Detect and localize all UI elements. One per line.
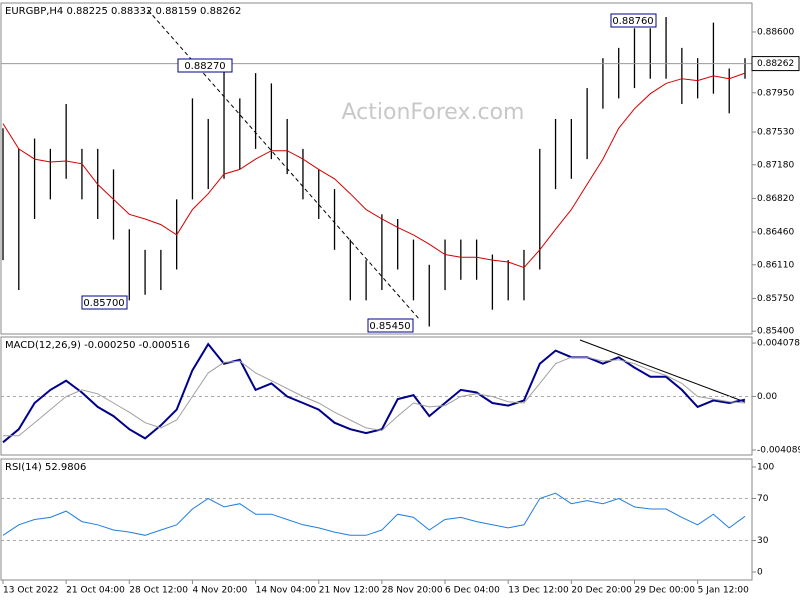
x-tick-label: 21 Oct 04:00 (66, 586, 125, 596)
rsi-title: RSI(14) 52.9806 (5, 462, 86, 473)
y-tick-label: 0.88600 (757, 27, 794, 37)
y-tick-label: 0.87950 (757, 88, 794, 98)
trend-line (147, 9, 421, 321)
y-tick-label: 0 (757, 568, 763, 578)
x-tick-label: 21 Nov 12:00 (319, 586, 380, 596)
x-tick-label: 13 Oct 2022 (3, 586, 59, 596)
y-tick-label: 0.00 (757, 392, 777, 402)
line (3, 356, 746, 437)
line (2, 492, 746, 536)
x-tick-label: 13 Dec 12:00 (508, 586, 569, 596)
x-tick-label: 4 Nov 20:00 (192, 586, 247, 596)
y-tick-label: 0.87530 (757, 128, 794, 138)
y-tick-label: 0.85400 (757, 327, 794, 337)
y-tick-label: 0.86460 (757, 228, 794, 238)
annotation-box (81, 295, 128, 310)
x-tick-label: 29 Dec 00:00 (634, 586, 695, 596)
line (2, 342, 746, 444)
annotation-box (177, 58, 233, 73)
y-tick-label: 0.87180 (757, 160, 794, 170)
y-tick-label: -0.004089 (757, 446, 800, 456)
x-tick-label: 28 Oct 12:00 (129, 586, 188, 596)
y-tick-label: 0.004078 (757, 339, 800, 349)
y-tick-label: 0.86110 (757, 260, 794, 270)
y-tick-label: 0.86820 (757, 194, 794, 204)
macd-trend-line (579, 339, 746, 403)
annotation-box (610, 13, 657, 28)
annotation: 0.85700 (83, 298, 124, 309)
price-title: EURGBP,H4 0.88225 0.88332 0.88159 0.8826… (5, 6, 241, 17)
annotation: 0.85450 (369, 321, 410, 332)
y-tick-label: 100 (757, 462, 774, 472)
y-tick-label: 30 (757, 536, 769, 546)
x-tick-label: 28 Nov 20:00 (382, 586, 443, 596)
line (2, 72, 746, 269)
last-price-box (751, 56, 800, 72)
y-tick-label: 70 (757, 494, 769, 504)
annotation: 0.88760 (612, 16, 653, 27)
macd-title: MACD(12,26,9) -0.000250 -0.000516 (5, 340, 190, 351)
watermark: ActionForex.com (342, 100, 525, 125)
annotation-box (367, 318, 414, 333)
x-tick-label: 14 Nov 04:00 (256, 586, 317, 596)
annotations: 0.88270 0.85700 0.85450 0.88760 (81, 13, 657, 333)
rsi-panel (0, 458, 753, 581)
x-tick-label: 20 Dec 20:00 (571, 586, 632, 596)
last-price-label: 0.88262 (757, 59, 794, 69)
y-tick-label: 0.85750 (757, 294, 794, 304)
annotation: 0.88270 (184, 61, 225, 72)
x-tick-label: 6 Dec 04:00 (445, 586, 500, 596)
price-panel (0, 2, 753, 335)
x-tick-label: 5 Jan 12:00 (698, 586, 750, 596)
